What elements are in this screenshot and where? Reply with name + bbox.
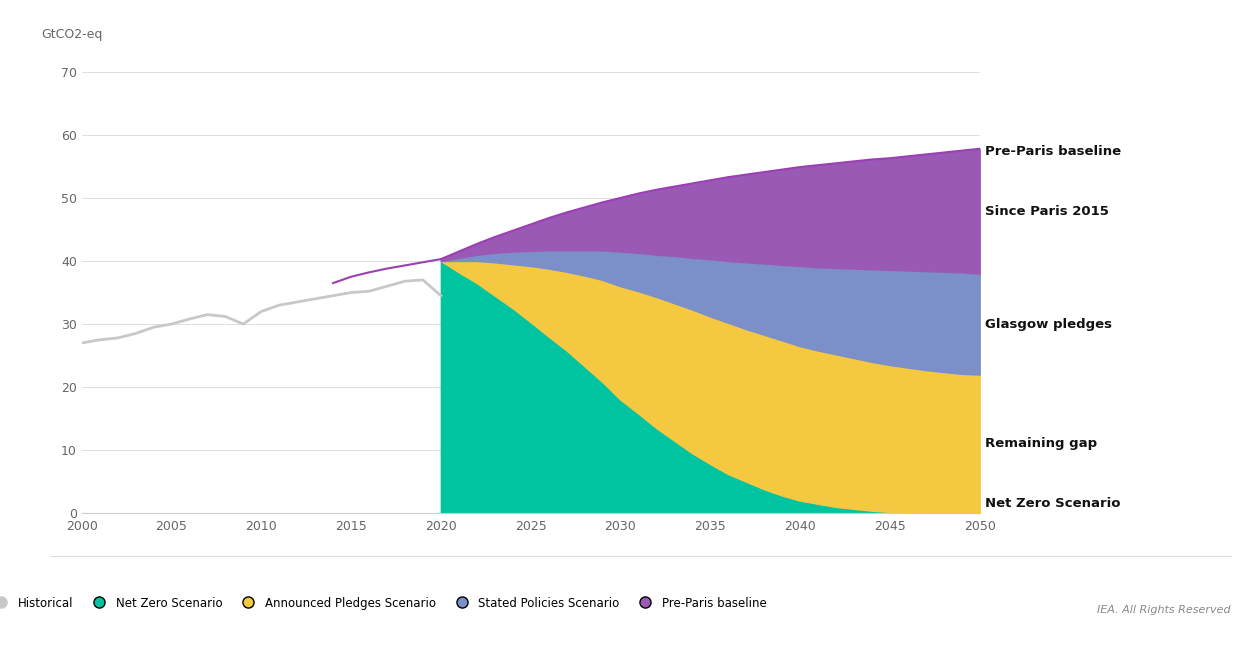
Text: Net Zero Scenario: Net Zero Scenario — [985, 497, 1120, 511]
Text: Glasgow pledges: Glasgow pledges — [985, 318, 1112, 330]
Legend: Historical, Net Zero Scenario, Announced Pledges Scenario, Stated Policies Scena: Historical, Net Zero Scenario, Announced… — [0, 592, 771, 614]
Text: IEA. All Rights Reserved: IEA. All Rights Reserved — [1098, 605, 1231, 615]
Text: Since Paris 2015: Since Paris 2015 — [985, 205, 1109, 218]
Text: Pre-Paris baseline: Pre-Paris baseline — [985, 145, 1122, 159]
Text: Remaining gap: Remaining gap — [985, 438, 1098, 450]
Text: GtCO2-eq: GtCO2-eq — [41, 28, 103, 41]
